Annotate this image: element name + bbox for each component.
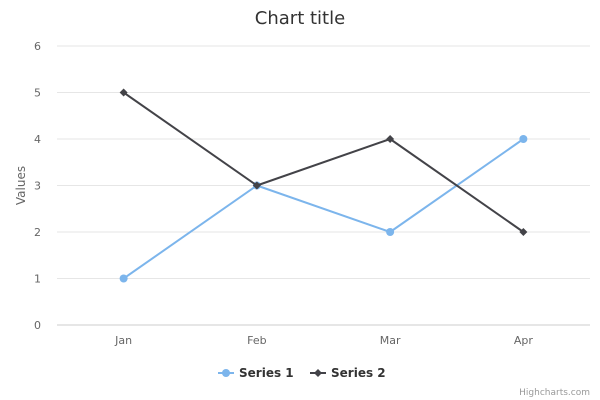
series-1-point[interactable] (386, 228, 395, 236)
legend-marker-symbol (222, 369, 230, 377)
legend: Series 1 Series 2 (218, 366, 386, 380)
legend-marker-symbol (314, 369, 322, 377)
chart-title: Chart title (255, 8, 345, 29)
y-tick-label: 6 (34, 40, 41, 53)
y-tick-label: 3 (34, 180, 41, 193)
legend-label: Series 1 (239, 366, 294, 380)
series-1 (119, 135, 528, 283)
series-2-point[interactable] (519, 228, 528, 236)
x-tick-label: Jan (114, 334, 132, 347)
y-axis-ticks: 0 1 2 3 4 5 6 (34, 40, 41, 332)
x-tick-label: Feb (247, 334, 266, 347)
y-tick-label: 5 (34, 87, 41, 100)
series-1-line[interactable] (122, 138, 525, 280)
y-axis-title: Values (14, 166, 28, 205)
credits-link[interactable]: Highcharts.com (519, 388, 590, 398)
series-2-line[interactable] (122, 91, 525, 233)
y-tick-label: 4 (34, 133, 41, 146)
legend-label: Series 2 (331, 366, 386, 380)
y-tick-label: 2 (34, 226, 41, 239)
series-1-point[interactable] (119, 274, 128, 283)
x-tick-label: Apr (514, 334, 534, 347)
series-2 (119, 88, 528, 236)
legend-item-series-1[interactable]: Series 1 (218, 366, 294, 380)
series-2-point[interactable] (252, 181, 261, 190)
x-axis-ticks: Jan Feb Mar Apr (114, 334, 533, 347)
x-tick-label: Mar (380, 334, 401, 347)
legend-item-series-2[interactable]: Series 2 (310, 366, 386, 380)
y-tick-label: 0 (34, 319, 41, 332)
series-1-point[interactable] (519, 135, 528, 143)
grid-lines (57, 45, 590, 279)
series-2-point[interactable] (119, 88, 128, 97)
series-2-point[interactable] (386, 135, 395, 143)
series-group (119, 88, 528, 283)
y-tick-label: 1 (34, 273, 41, 286)
